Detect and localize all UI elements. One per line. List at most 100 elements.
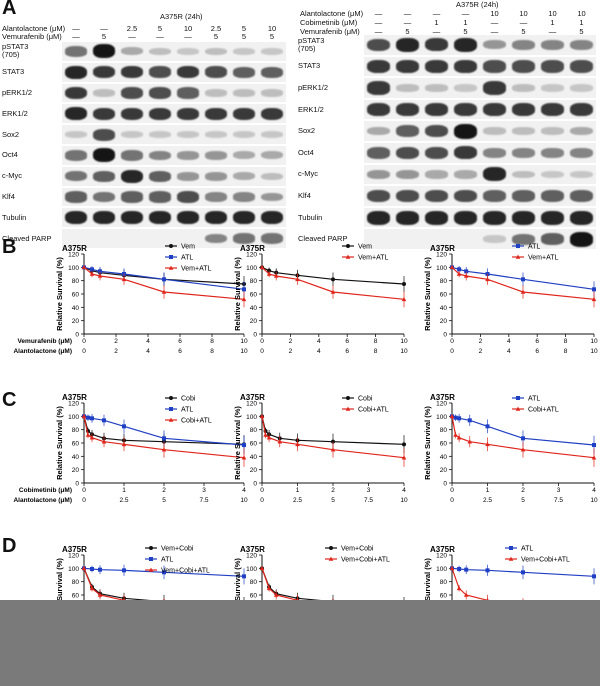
y-tick-label: 20 (72, 467, 80, 474)
blot_left-band (64, 150, 88, 161)
blot_left-band (92, 44, 116, 59)
panel-label-a: A (2, 0, 17, 19)
blot_right-band (569, 39, 594, 50)
blot_left-band (204, 171, 228, 181)
blot_left-band (204, 131, 228, 139)
legend-marker (515, 254, 521, 259)
y-tick-label: 80 (250, 427, 258, 434)
blot_left-row-header-0: Alantolactone (μM) (2, 24, 66, 33)
blot_left-protein-label: Tubulin (2, 212, 27, 222)
y-tick-label: 40 (72, 454, 80, 461)
legend-marker (168, 265, 174, 270)
data-point (592, 443, 596, 447)
blot_right-band (453, 210, 478, 225)
blot_left-title: A375R (24h) (160, 12, 203, 21)
y-tick-label: 100 (246, 414, 257, 421)
y-tick-label: 120 (436, 252, 447, 259)
blot_left-band (148, 191, 172, 203)
chart-title: A375R (240, 244, 265, 253)
legend-marker (345, 254, 351, 259)
data-point (485, 424, 490, 429)
legend-label: ATL (521, 546, 533, 553)
y-tick-label: 80 (72, 579, 80, 586)
x-tick-label: 10 (240, 348, 248, 355)
blot_left-band (204, 107, 228, 121)
blot_right-band (511, 190, 536, 202)
blot_left-blot-row (62, 62, 286, 82)
y-tick-label: 120 (436, 553, 447, 560)
blot_left-band (148, 87, 172, 99)
x-axis-label: Cobimetinib (μM) (19, 487, 72, 494)
x-tick-label: 0 (450, 338, 454, 345)
data-point (242, 287, 246, 292)
x-tick-label: 2 (479, 348, 483, 355)
blot_left-band (64, 107, 88, 121)
data-point (259, 413, 265, 419)
blot_left-protein-label: c-Myc (2, 171, 22, 181)
blot_right-protein-label: Sox2 (298, 126, 316, 136)
blot_left-band (232, 233, 256, 244)
x-tick-label: 0 (82, 338, 86, 345)
y-tick-label: 120 (68, 553, 79, 560)
blot_right-blot-row (364, 229, 596, 249)
y-tick-label: 20 (440, 318, 448, 325)
blot_right-band (540, 190, 565, 202)
x-tick-label: 1 (122, 487, 126, 494)
blot_right-cobimetinib-6: 1 (550, 18, 555, 27)
blot_right-band (424, 38, 449, 52)
x-tick-label: 2.5 (293, 497, 302, 504)
x-tick-label: 8 (564, 338, 568, 345)
blot_right-band (424, 146, 449, 160)
x-tick-label: 10 (400, 348, 408, 355)
blot_left-blot-row (62, 125, 286, 144)
x-tick-label: 10 (400, 338, 408, 345)
blot_right-cobimetinib-3: 1 (463, 18, 468, 27)
x-tick-label: 3 (557, 487, 561, 494)
blot_left-row-header-1: Vemurafenib (μM) (2, 32, 62, 41)
blot_left-band (148, 131, 172, 139)
blot_right-band (424, 59, 449, 74)
legend-marker (346, 244, 350, 248)
blot_right-band (540, 84, 565, 92)
blot_left-protein-label: pERK1/2 (2, 88, 33, 97)
legend-marker (168, 417, 174, 422)
blot_right-band (453, 170, 478, 179)
blot_right-protein-label: pERK1/2 (298, 83, 329, 92)
data-point (121, 441, 127, 447)
blot_left-alantolactone-1: — (100, 24, 108, 33)
x-tick-label: 4 (592, 487, 596, 494)
x-tick-label: 4 (317, 338, 321, 345)
x-tick-label: 3 (202, 487, 206, 494)
blot_left-band (92, 89, 116, 97)
blot_left-band (232, 107, 256, 121)
blot_right-cobimetinib-0: — (374, 18, 383, 27)
series-line-Vem+ATL (451, 266, 595, 300)
blot_right-band (366, 59, 391, 74)
data-point (81, 565, 87, 571)
x-tick-label: 5 (521, 497, 525, 504)
legend-marker (169, 255, 173, 259)
y-tick-label: 60 (440, 441, 448, 448)
data-point (457, 267, 462, 272)
x-tick-label: 10 (590, 497, 598, 504)
data-point (97, 273, 103, 278)
data-point (467, 418, 472, 423)
blot_right-vemurafenib-1: 5 (405, 27, 410, 36)
blot_right-band (424, 84, 449, 92)
y-tick-label: 120 (246, 401, 257, 408)
legend-label: ATL (528, 396, 540, 403)
data-point (266, 271, 272, 276)
x-tick-label: 8 (374, 348, 378, 355)
blot_left-band (120, 131, 144, 139)
blot_right-alantolactone-4: 10 (490, 9, 499, 18)
blot_right-band (569, 102, 594, 117)
x-tick-label: 0 (450, 348, 454, 355)
blot_right-band (540, 60, 565, 73)
blot_left-vemurafenib-2: — (128, 32, 136, 41)
x-tick-label: 2 (289, 348, 293, 355)
y-tick-label: 100 (436, 414, 447, 421)
blot_left-band (120, 65, 144, 79)
legend-label: ATL (161, 557, 173, 564)
y-tick-label: 100 (68, 566, 79, 573)
